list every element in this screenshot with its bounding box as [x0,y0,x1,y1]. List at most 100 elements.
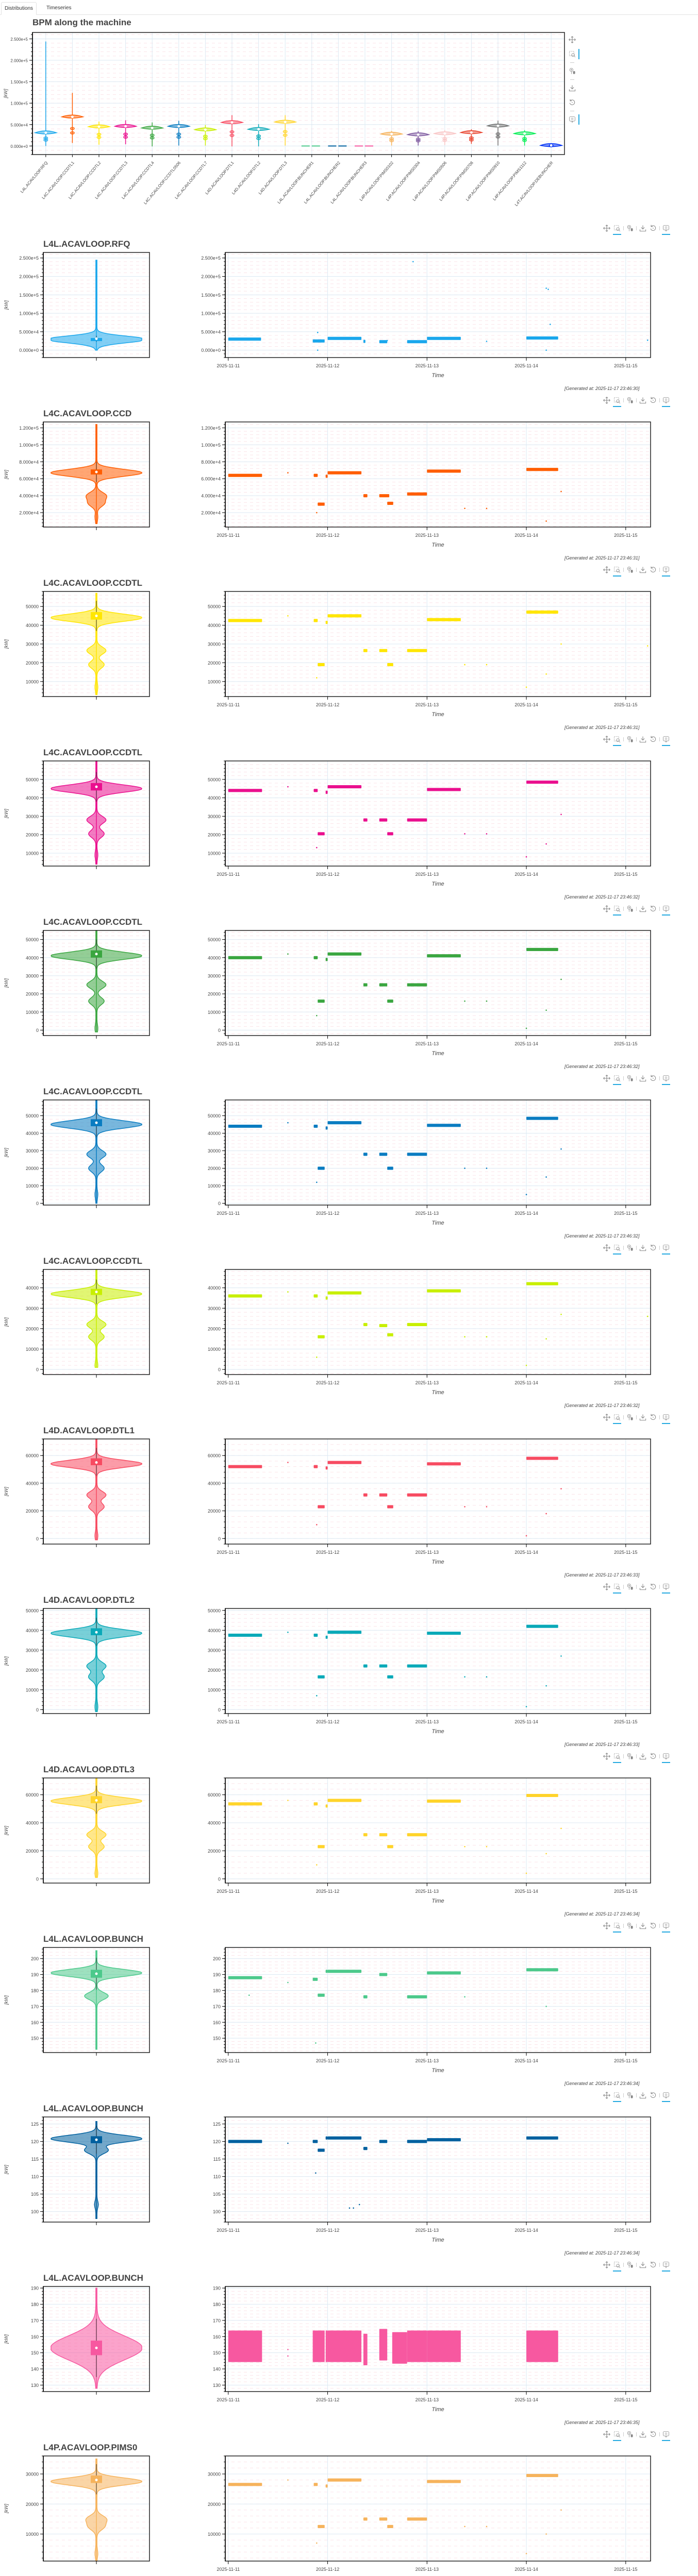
box-zoom-tool-button[interactable] [612,565,622,577]
hover-tool-button[interactable] [661,1243,671,1255]
wheel-zoom-tool-button[interactable] [625,223,635,233]
panel-charts[interactable]: 100 105 110 115 120 125 [kW] 100 105 110 115 120 125… [0,2097,698,2267]
wheel-zoom-tool-button[interactable] [625,2090,635,2100]
wheel-zoom-tool-button[interactable] [625,1073,635,1083]
reset-tool-button[interactable] [648,904,658,914]
box-zoom-tool-button[interactable] [612,2260,622,2272]
violin[interactable] [51,2287,142,2389]
violin[interactable] [51,2121,142,2219]
tab-timeseries[interactable]: Timeseries [46,5,72,11]
panel-charts[interactable]: 0 20000 40000 60000 [kW] 0 20000 40000 60000 2025… [0,1419,698,1589]
panel-charts[interactable]: 0 20000 40000 60000 [kW] 0 20000 40000 60000 2025… [0,1758,698,1928]
save-tool-button[interactable] [638,2260,648,2270]
panel-charts[interactable]: 0 10000 20000 30000 40000 50000 [kW] 0 10000 2000… [0,1080,698,1250]
hover-tool-button[interactable] [661,1751,671,1763]
save-tool-button[interactable] [638,1751,648,1761]
box-zoom-tool-button[interactable] [612,1412,622,1424]
timeseries-scatter[interactable] [228,781,562,858]
pan-tool-button[interactable] [602,395,612,405]
wheel-zoom-tool-button[interactable] [625,565,635,575]
timeseries-scatter[interactable] [228,468,562,522]
save-tool-button[interactable] [638,734,648,744]
violin-l4p-acavloop-pims0304[interactable] [406,131,430,146]
violin-l4t-acavloop-debuncher[interactable] [539,143,563,147]
timeseries-scatter[interactable] [228,1456,562,1537]
box-zoom-tool-button[interactable] [612,1751,622,1763]
reset-tool-button[interactable] [648,2090,658,2100]
reset-tool-button[interactable] [648,1243,658,1253]
pan-tool-button[interactable] [602,734,612,744]
violin-l4c-acavloop-ccdtl4[interactable] [140,122,164,147]
pan-tool-button[interactable] [602,1582,612,1592]
pan-tool-button[interactable] [602,1243,612,1253]
save-tool-button[interactable] [638,2090,648,2100]
pan-tool-button[interactable] [602,2090,612,2100]
panel-charts[interactable]: 0.000e+0 5.000e+4 1.000e+5 1.500e+5 2.000e+5… [0,233,698,402]
hover-tool-button[interactable] [661,1073,671,1085]
pan-tool-button[interactable] [602,2260,612,2270]
panel-charts[interactable]: 130 140 150 160 170 180 190 [kW] 130 140 150 160 170… [0,2267,698,2436]
hover-tool-button[interactable] [661,904,671,916]
reset-tool-button[interactable] [648,2429,658,2439]
violin[interactable] [51,592,142,696]
box-zoom-tool-button[interactable] [567,49,579,59]
save-tool-button[interactable] [638,565,648,575]
hover-tool-button[interactable] [661,565,671,577]
pan-tool-button[interactable] [602,565,612,575]
reset-tool-button[interactable] [648,734,658,744]
hover-tool-button[interactable] [661,395,671,407]
wheel-zoom-tool-button[interactable] [625,1412,635,1422]
wheel-zoom-tool-button[interactable] [625,1921,635,1931]
violin-l4c-acavloop-ccdtl0506[interactable] [167,121,191,146]
wheel-zoom-tool-button[interactable] [625,1582,635,1592]
timeseries-scatter[interactable] [228,947,562,1029]
violin-l4c-acavloop-ccdtl3[interactable] [113,120,138,145]
box-zoom-tool-button[interactable] [612,395,622,407]
violin-l4d-acavloop-dtl1[interactable] [220,115,244,147]
timeseries-scatter[interactable] [228,261,649,351]
reset-tool-button[interactable] [567,97,577,108]
hover-tool-button[interactable] [661,2090,671,2102]
timeseries-scatter[interactable] [228,611,649,688]
box-zoom-tool-button[interactable] [612,904,622,916]
box-zoom-tool-button[interactable] [612,1243,622,1255]
panel-charts[interactable]: 10000 20000 30000 40000 50000 [kW] 10000 20000 3… [0,572,698,741]
violin[interactable] [51,260,142,351]
hover-tool-button[interactable] [661,1582,671,1594]
overview-violin-chart[interactable]: L4L.ACAVLOOP.RFQL4C.ACAVLOOP.CCDTL1L4C.A… [0,28,698,224]
pan-tool-button[interactable] [567,35,577,45]
panel-charts[interactable]: 0 10000 20000 30000 40000 50000 [kW] 0 10000 2000… [0,1589,698,1758]
reset-tool-button[interactable] [648,1412,658,1422]
violin-l4p-acavloop-pims0910[interactable] [486,121,510,146]
wheel-zoom-tool-button[interactable] [625,734,635,744]
save-tool-button[interactable] [567,83,577,93]
panel-charts[interactable]: 2.000e+4 4.000e+4 6.000e+4 8.000e+4 1.000e+5… [0,402,698,572]
violin-l4p-acavloop-pims1112[interactable] [512,130,537,146]
timeseries-scatter[interactable] [228,2329,558,2365]
hover-tool-button[interactable] [567,114,579,125]
reset-tool-button[interactable] [648,395,658,405]
box-zoom-tool-button[interactable] [612,2429,622,2441]
violin-l4d-acavloop-dtl3[interactable] [273,115,297,146]
timeseries-scatter[interactable] [228,2136,558,2209]
violin-l4p-acavloop-pims0102[interactable] [379,131,404,146]
violin[interactable] [51,424,142,524]
violin-l4p-acavloop-pims0708[interactable] [459,129,484,144]
timeseries-scatter[interactable] [228,1968,558,2044]
timeseries-scatter[interactable] [228,2473,562,2554]
hover-tool-button[interactable] [661,1921,671,1933]
hover-tool-button[interactable] [661,2429,671,2441]
save-tool-button[interactable] [638,223,648,233]
violin[interactable] [51,2459,142,2562]
hover-tool-button[interactable] [661,2260,671,2272]
wheel-zoom-tool-button[interactable] [625,395,635,405]
panel-charts[interactable]: 10000 20000 30000 [kW] 10000 20000 30000 2025-1… [0,2436,698,2576]
box-zoom-tool-button[interactable] [612,223,622,235]
box-zoom-tool-button[interactable] [612,1073,622,1085]
violin-l4l-acavloop-rfq[interactable] [34,41,58,146]
wheel-zoom-tool-button[interactable] [625,1751,635,1761]
panel-charts[interactable]: 0 10000 20000 30000 40000 50000 [kW] 0 10000 2000… [0,911,698,1080]
save-tool-button[interactable] [638,1412,648,1422]
hover-tool-button[interactable] [661,734,671,746]
panel-charts[interactable]: 150 160 170 180 190 200 [kW] 150 160 170 180 190 200… [0,1928,698,2097]
